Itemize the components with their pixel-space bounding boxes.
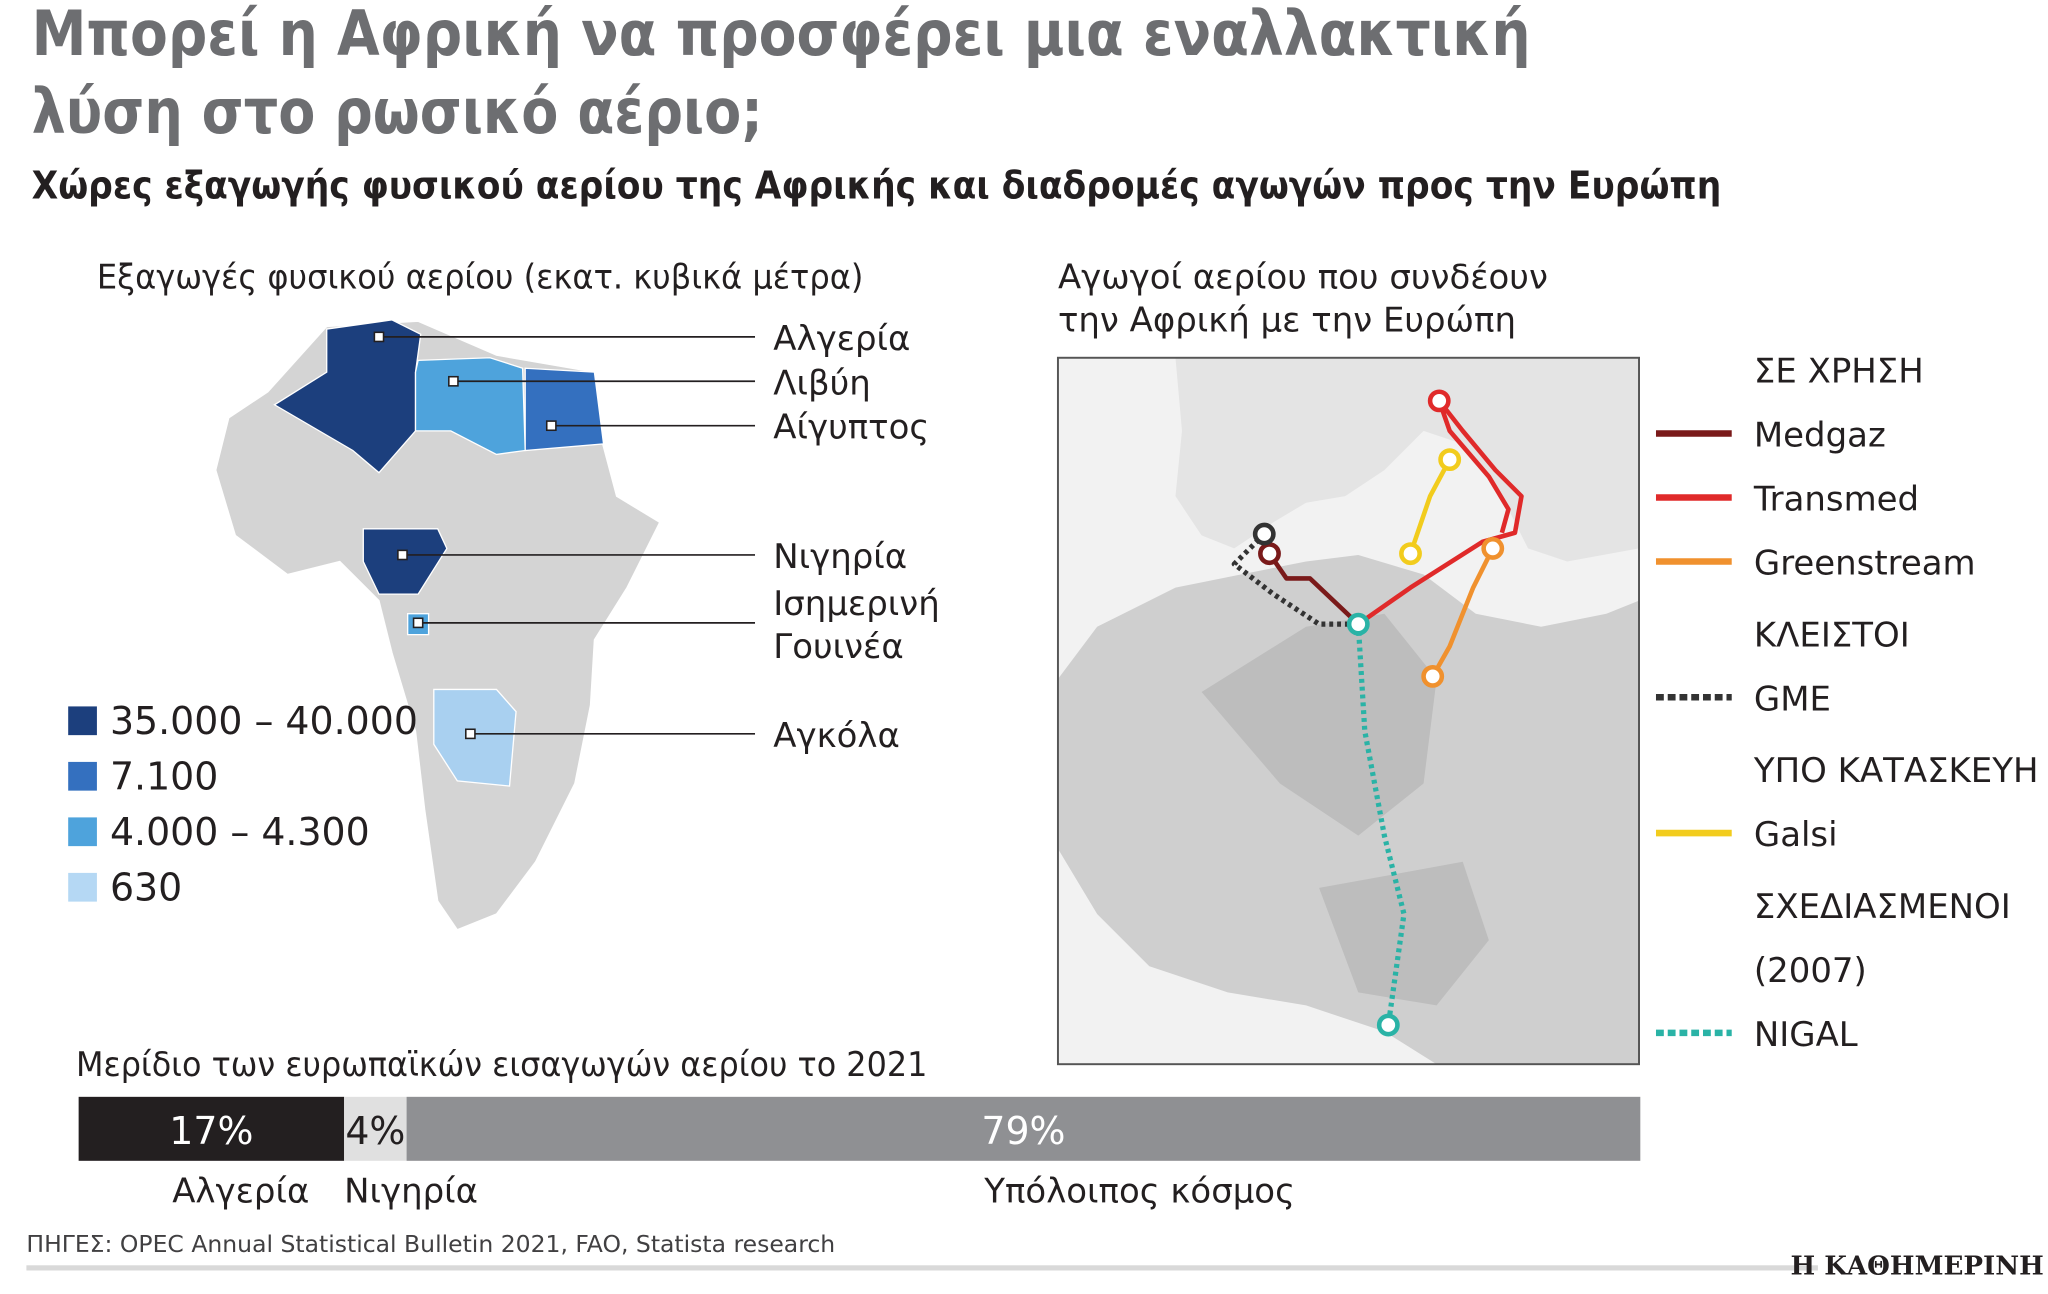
legend-label: 630: [110, 865, 182, 909]
country-label: Αίγυπτος: [773, 408, 929, 448]
title: Μπορεί η Αφρική να προσφέρει μια εναλλακ…: [32, 0, 1531, 70]
category-label: Υπόλοιπος κόσμος: [983, 1172, 1295, 1212]
leader-dot: [465, 728, 476, 740]
pipeline-end: [1421, 664, 1445, 688]
legend-label: 7.100: [110, 754, 218, 798]
map-title: την Αφρική με την Ευρώπη: [1058, 301, 1516, 341]
algeria-land: [1201, 613, 1437, 836]
bar-segment: [344, 1096, 407, 1161]
leader-dot: [448, 375, 459, 387]
pipeline-route: [1430, 547, 1495, 678]
country-label: Αλγερία: [773, 319, 910, 359]
pipeline-end: [1376, 1013, 1400, 1037]
legend-label: 35.000 – 40.000: [110, 699, 418, 743]
country-label: Λιβύη: [773, 363, 871, 403]
value-label: 17%: [169, 1109, 253, 1153]
legend-swatch: [68, 761, 97, 791]
leader-dot: [397, 549, 408, 561]
status-label: ΣΧΕΔΙΑΣΜΕΝΟΙ: [1754, 887, 2011, 927]
legend-label: GME: [1754, 679, 1831, 719]
leader-dot: [412, 617, 424, 629]
status-label: ΣΕ ΧΡΗΣΗ: [1754, 352, 1924, 392]
footer-rule: [26, 1265, 1818, 1271]
pipeline-end: [1427, 389, 1451, 413]
subtitle: Χώρες εξαγωγής φυσικού αερίου της Αφρική…: [32, 163, 1722, 207]
pipeline-route: [1355, 623, 1407, 1026]
bar-segment: [78, 1096, 345, 1161]
chart-title: Μερίδιο των ευρωπαϊκών εισαγωγών αερίου …: [76, 1045, 927, 1085]
source: ΠΗΓΕΣ: OPEC Annual Statistical Bulletin …: [26, 1230, 835, 1258]
pipeline-route: [1231, 532, 1359, 627]
pipeline-route: [1267, 552, 1360, 626]
leader-dot: [373, 331, 385, 343]
value-label: 4%: [345, 1109, 405, 1153]
nigeria-land: [1319, 861, 1489, 1006]
legend-label: Transmed: [1753, 480, 1919, 520]
country-label: Νιγηρία: [773, 537, 907, 577]
bar-segment: [406, 1096, 1641, 1161]
brand: Η ΚΑΘΗΜΕΡΙΝΗ: [1790, 1250, 2043, 1281]
legend-label: Galsi: [1754, 815, 1838, 855]
title: λύση στο ρωσικό αέριο;: [32, 75, 763, 148]
pipeline-end: [1346, 612, 1370, 636]
country: [524, 367, 605, 452]
pipeline-end: [1252, 522, 1276, 546]
pipeline-route: [1408, 458, 1452, 555]
status-label: ΚΛΕΙΣΤΟΙ: [1754, 615, 1910, 655]
value-label: 79%: [981, 1109, 1065, 1153]
legend-swatch: [68, 706, 97, 736]
country: [273, 319, 422, 474]
legend-swatch: [68, 872, 97, 902]
pipeline-end: [1258, 542, 1281, 566]
status-label: ΥΠΟ ΚΑΤΑΣΚΕΥΗ: [1753, 751, 2039, 791]
country-label: Γουινέα: [773, 627, 903, 667]
map-title: Εξαγωγές φυσικού αερίου (εκατ. κυβικά μέ…: [97, 258, 863, 298]
legend-label: Greenstream: [1754, 544, 1976, 584]
africa-exports-map: [215, 319, 661, 931]
map-title: Αγωγοί αερίου που συνδέουν: [1058, 258, 1548, 298]
country-label: Αγκόλα: [773, 716, 900, 756]
legend-label: 4.000 – 4.300: [110, 810, 370, 854]
pipeline-end: [1399, 542, 1422, 566]
legend-swatch: [68, 817, 97, 847]
legend-label: Medgaz: [1754, 416, 1886, 456]
pipeline-end: [1481, 536, 1505, 560]
leader-dot: [545, 420, 557, 432]
country-label: Ισημερινή: [773, 584, 939, 624]
country: [362, 528, 448, 595]
status-label: (2007): [1754, 951, 1867, 991]
category-label: Νιγηρία: [344, 1172, 478, 1212]
pipeline-end: [1438, 448, 1462, 472]
category-label: Αλγερία: [172, 1172, 309, 1212]
pipelines-map: [1056, 356, 1640, 1066]
europe-land: [1175, 357, 1640, 562]
legend-label: NIGAL: [1754, 1015, 1858, 1055]
pipeline-route: [1356, 398, 1524, 627]
map-frame: [1056, 356, 1640, 1066]
